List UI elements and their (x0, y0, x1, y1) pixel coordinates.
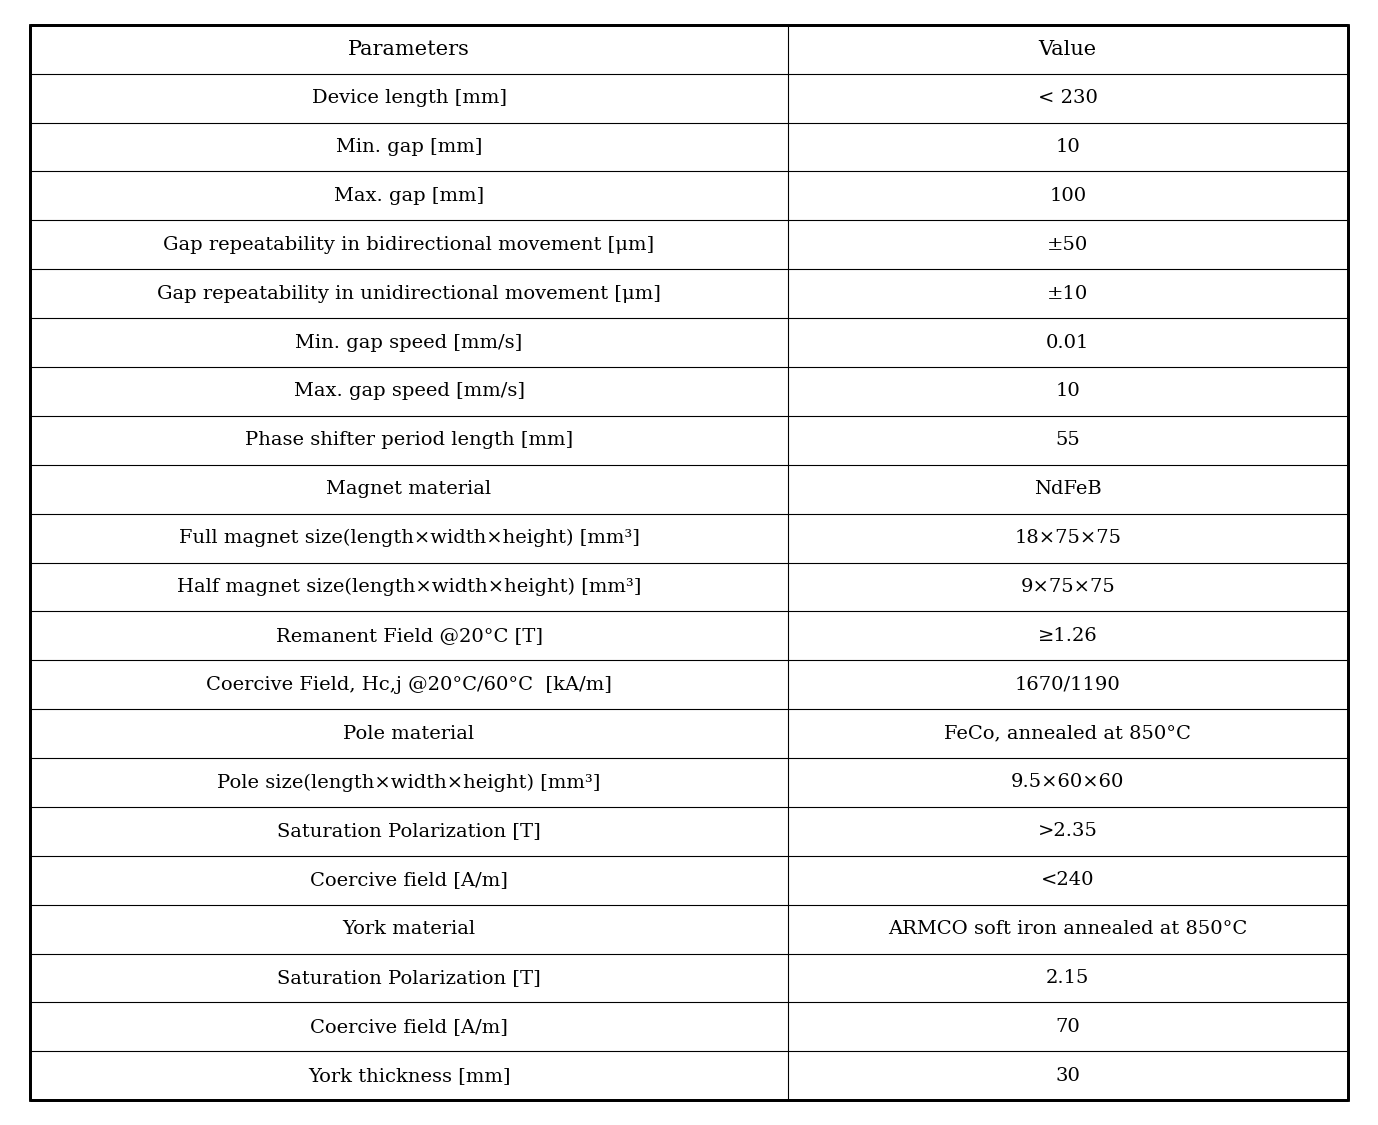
Text: York material: York material (343, 920, 475, 938)
Text: Saturation Polarization [T]: Saturation Polarization [T] (277, 822, 542, 840)
Text: Gap repeatability in bidirectional movement [μm]: Gap repeatability in bidirectional movem… (164, 236, 655, 254)
Text: Phase shifter period length [mm]: Phase shifter period length [mm] (245, 431, 573, 449)
Text: Min. gap speed [mm/s]: Min. gap speed [mm/s] (295, 333, 522, 351)
Text: < 230: < 230 (1038, 89, 1098, 107)
Text: Max. gap [mm]: Max. gap [mm] (333, 187, 484, 205)
Text: 18×75×75: 18×75×75 (1014, 529, 1122, 547)
Text: Device length [mm]: Device length [mm] (311, 89, 507, 107)
Text: Half magnet size(length×width×height) [mm³]: Half magnet size(length×width×height) [m… (176, 578, 641, 596)
Text: 100: 100 (1049, 187, 1086, 205)
Text: ±10: ±10 (1047, 285, 1089, 303)
Text: Full magnet size(length×width×height) [mm³]: Full magnet size(length×width×height) [m… (179, 529, 639, 547)
Text: Pole size(length×width×height) [mm³]: Pole size(length×width×height) [mm³] (218, 773, 601, 792)
Text: <240: <240 (1040, 871, 1094, 889)
Text: Parameters: Parameters (349, 39, 470, 58)
Text: 0.01: 0.01 (1046, 333, 1090, 351)
Text: York thickness [mm]: York thickness [mm] (307, 1066, 510, 1084)
Text: Magnet material: Magnet material (327, 480, 492, 498)
Text: Min. gap [mm]: Min. gap [mm] (336, 138, 482, 156)
Text: Coercive field [A/m]: Coercive field [A/m] (310, 871, 508, 889)
Text: 30: 30 (1056, 1066, 1080, 1084)
Text: 70: 70 (1056, 1018, 1080, 1036)
Text: ≥1.26: ≥1.26 (1038, 627, 1098, 645)
Text: Max. gap speed [mm/s]: Max. gap speed [mm/s] (294, 382, 525, 400)
Text: 55: 55 (1056, 431, 1080, 449)
Text: 10: 10 (1056, 382, 1080, 400)
Text: Pole material: Pole material (343, 724, 474, 742)
Text: Remanent Field @20°C [T]: Remanent Field @20°C [T] (276, 627, 543, 645)
Text: Coercive field [A/m]: Coercive field [A/m] (310, 1018, 508, 1036)
Text: 2.15: 2.15 (1046, 969, 1090, 987)
Text: FeCo, annealed at 850°C: FeCo, annealed at 850°C (944, 724, 1191, 742)
Text: NdFeB: NdFeB (1034, 480, 1101, 498)
Text: Saturation Polarization [T]: Saturation Polarization [T] (277, 969, 542, 987)
Text: 9×75×75: 9×75×75 (1020, 578, 1115, 596)
Text: Coercive Field, Hc,j @20°C/60°C  [kA/m]: Coercive Field, Hc,j @20°C/60°C [kA/m] (207, 676, 612, 694)
Text: Value: Value (1039, 39, 1097, 58)
Text: 9.5×60×60: 9.5×60×60 (1011, 774, 1124, 792)
Text: 10: 10 (1056, 138, 1080, 156)
Text: Gap repeatability in unidirectional movement [μm]: Gap repeatability in unidirectional move… (157, 285, 661, 303)
Text: >2.35: >2.35 (1038, 822, 1098, 840)
Text: 1670/1190: 1670/1190 (1014, 676, 1120, 694)
Text: ARMCO soft iron annealed at 850°C: ARMCO soft iron annealed at 850°C (887, 920, 1247, 938)
Text: ±50: ±50 (1047, 236, 1089, 254)
